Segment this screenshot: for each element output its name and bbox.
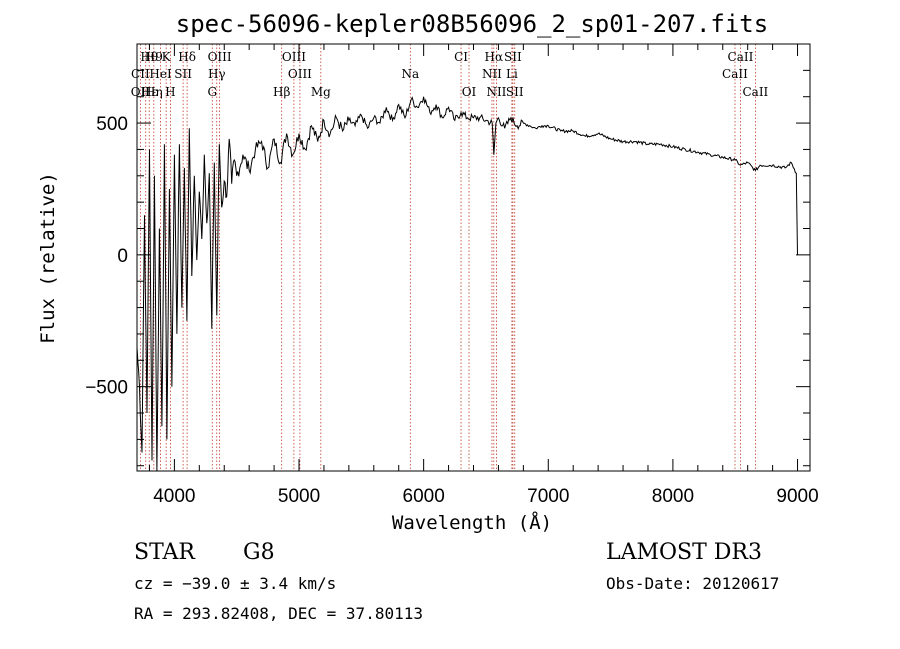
line-label: Hβ bbox=[273, 85, 290, 99]
line-label: H9 bbox=[145, 50, 163, 64]
axes: 4000 5000 6000 7000 8000 9000 −500 0 500 bbox=[85, 43, 819, 507]
line-label: OIII bbox=[208, 50, 232, 64]
line-label: NII bbox=[486, 85, 506, 99]
flux-line bbox=[136, 96, 798, 472]
line-label: HeI bbox=[149, 67, 172, 81]
line-label: OIII bbox=[288, 67, 312, 81]
y-tick-label: 500 bbox=[96, 114, 128, 135]
line-label: Hγ bbox=[208, 67, 226, 81]
line-label: SII bbox=[504, 50, 522, 64]
line-label: Na bbox=[401, 67, 419, 81]
x-tick-label: 9000 bbox=[776, 486, 818, 507]
line-label: CaII bbox=[722, 67, 748, 81]
redshift-cz: cz = −39.0 ± 3.4 km/s bbox=[134, 574, 337, 593]
line-label: OIII bbox=[282, 50, 306, 64]
x-tick-label: 8000 bbox=[652, 486, 694, 507]
observation-date: Obs-Date: 20120617 bbox=[606, 574, 780, 593]
line-label: Hε bbox=[141, 85, 158, 99]
survey-name: LAMOST DR3 bbox=[606, 540, 762, 565]
line-label: SII bbox=[174, 67, 192, 81]
line-label: OII bbox=[131, 85, 151, 99]
flux-series bbox=[136, 96, 798, 472]
line-label: Hη bbox=[145, 85, 163, 99]
line-label: CI bbox=[454, 50, 468, 64]
coordinates: RA = 293.82408, DEC = 37.80113 bbox=[134, 604, 423, 623]
x-tick-label: 4000 bbox=[153, 486, 195, 507]
line-label: G bbox=[207, 85, 217, 99]
object-class: STAR bbox=[134, 540, 195, 565]
line-label: NII bbox=[482, 67, 502, 81]
line-label: Li bbox=[506, 67, 518, 81]
line-label: K bbox=[162, 50, 172, 64]
line-label: SII bbox=[506, 85, 524, 99]
x-tick-label: 6000 bbox=[403, 486, 445, 507]
line-label: CII bbox=[131, 67, 150, 81]
line-label: Hδ bbox=[178, 50, 196, 64]
y-tick-label: 0 bbox=[117, 246, 128, 267]
y-axis-label: Flux (relative) bbox=[37, 172, 59, 344]
line-label: Hθ bbox=[140, 50, 158, 64]
chart-title: spec-56096-kepler08B56096_2_sp01-207.fit… bbox=[176, 10, 768, 38]
y-tick-label: −500 bbox=[85, 378, 128, 399]
x-tick-label: 5000 bbox=[278, 486, 320, 507]
line-label: CaII bbox=[742, 85, 768, 99]
x-axis-label: Wavelength (Å) bbox=[392, 511, 552, 534]
line-label: H bbox=[165, 85, 175, 99]
spectral-subclass: G8 bbox=[243, 540, 275, 565]
line-label: CaII bbox=[728, 50, 754, 64]
x-tick-label: 7000 bbox=[527, 486, 569, 507]
line-label: Mg bbox=[311, 85, 331, 99]
plot-frame bbox=[136, 43, 811, 472]
line-label: Hα bbox=[485, 50, 504, 64]
line-label: OI bbox=[462, 85, 477, 99]
